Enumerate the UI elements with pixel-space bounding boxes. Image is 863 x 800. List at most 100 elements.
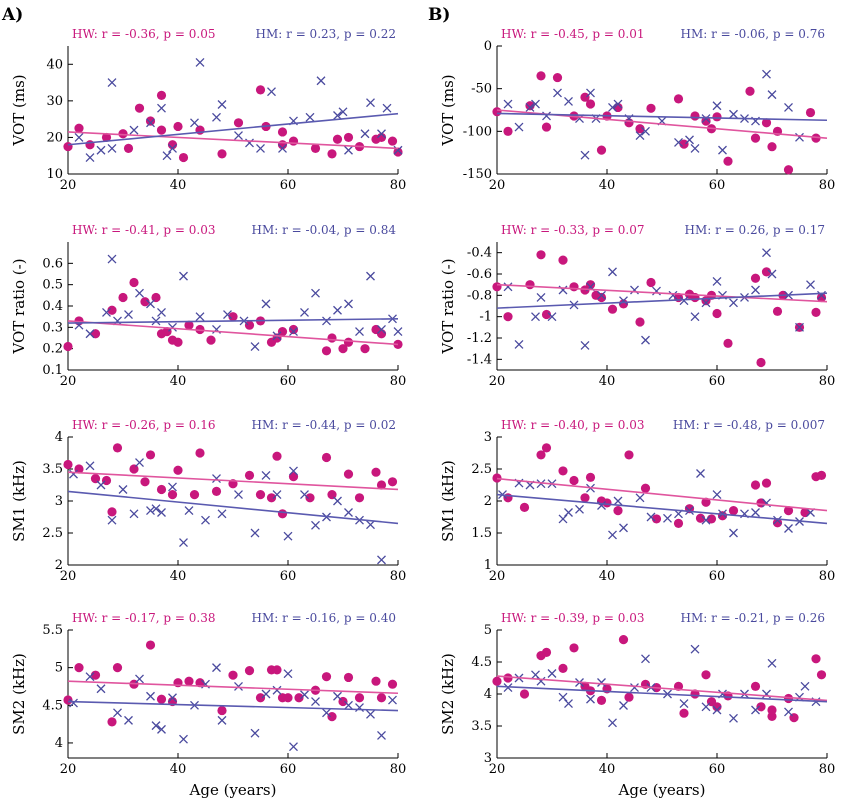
y-tick-label: 0.6 [42,256,63,271]
hw-data-point [552,72,563,83]
hm-data-point [564,508,573,517]
y-tick-label: 4.5 [471,655,492,670]
x-tick-label: 60 [280,762,297,777]
hm-data-point [256,143,265,153]
hm-data-point [674,137,683,147]
hw-data-point [805,107,816,118]
hm-data-point [283,669,293,679]
hm-data-point [217,715,227,725]
hm-data-point [146,118,155,128]
y-tick-label: 4 [484,687,492,702]
hw-data-point [525,280,535,290]
hm-data-point [311,288,320,298]
hw-correlation-label: HW: r = -0.26, p = 0.16 [72,418,216,432]
y-tick-label: 3 [484,430,492,445]
hw-data-point [673,94,684,104]
x-tick-label: 80 [390,762,407,777]
hw-data-point [580,92,590,102]
x-tick-label: 40 [170,762,187,777]
panel-label-b: B) [428,5,450,25]
hw-data-point [750,273,761,283]
hw-data-point [613,506,623,516]
hm-data-point [690,644,700,654]
hw-data-point [387,136,398,146]
hm-data-point [162,151,172,161]
hw-data-point [288,324,299,335]
hw-data-point [772,518,783,528]
hw-data-point [492,473,502,483]
hm-data-point [190,118,199,128]
hw-data-point [156,484,167,495]
hm-data-point [146,299,155,309]
hw-data-point [646,103,656,113]
hm-data-point [536,293,546,302]
hw-data-point [90,329,101,339]
hm-data-point [806,280,815,290]
hw-regression-line [67,320,399,346]
hm-data-point [184,506,194,516]
hm-data-point [96,480,106,490]
hm-data-point [250,342,260,351]
hw-data-point [63,141,73,152]
hw-regression-line [496,675,828,702]
y-axis-label: SM1 (kHz) [10,460,28,542]
hm-data-point [74,132,84,142]
x-tick-label: 80 [390,374,407,389]
hw-data-point [393,147,403,157]
hw-data-point [712,702,722,712]
hm-data-point [300,490,309,500]
hm-data-point [168,322,177,332]
hm-data-point [151,721,161,731]
subplot-b-2: -1.4 -1.2 -1 -0.8 -0.6 -0.4 20 40 60 80 VOT ratio … [439,223,835,389]
hm-data-point [107,78,117,88]
hw-correlation-label: HW: r = -0.45, p = 0.01 [501,27,645,41]
hm-data-point [85,153,95,163]
y-tick-label: -50 [471,82,492,97]
hm-data-point [316,76,326,86]
hw-data-point [107,717,117,727]
hm-data-point [179,271,188,281]
hw-data-point [728,506,739,516]
x-tick-label: 60 [709,374,726,389]
x-tick-label: 20 [60,762,77,777]
hm-data-point [503,282,513,292]
hm-data-point [217,100,227,109]
hm-data-point [195,312,205,322]
hw-regression-line [67,680,399,695]
hm-data-point [135,288,144,298]
hw-data-point [712,308,722,319]
hw-data-point [101,132,112,143]
y-tick-label: 3.5 [471,719,492,734]
hw-data-point [569,475,579,486]
hm-data-point [613,99,623,109]
hw-data-point [376,329,387,339]
hw-regression-line [496,477,828,512]
hm-data-point [536,479,546,489]
hw-data-point [783,165,794,175]
hw-correlation-label: HW: r = -0.41, p = 0.03 [72,223,216,237]
x-tick-label: 20 [489,569,506,584]
hw-data-point [701,116,711,126]
hm-data-point [619,296,628,306]
hm-data-point [234,131,243,141]
hw-data-point [585,472,596,482]
hw-data-point [701,670,711,680]
hm-data-point [333,691,342,701]
hm-data-point [712,277,722,286]
hm-data-point [762,69,771,79]
hw-data-point [701,497,711,507]
x-tick-label: 20 [60,178,77,193]
y-tick-label: 0.2 [42,342,63,357]
hw-data-point [783,506,794,516]
hm-correlation-label: HM: r = 0.23, p = 0.22 [256,27,396,41]
hm-regression-line [67,490,399,525]
hm-data-point [261,470,271,480]
hw-data-point [217,149,227,159]
hm-data-point [608,102,617,112]
hm-data-point [344,700,353,710]
hm-correlation-label: HM: r = -0.16, p = 0.40 [251,611,396,625]
hm-data-point [234,490,243,500]
y-tick-label: 3 [484,751,492,766]
hw-data-point [145,640,156,650]
hm-data-point [195,57,205,67]
